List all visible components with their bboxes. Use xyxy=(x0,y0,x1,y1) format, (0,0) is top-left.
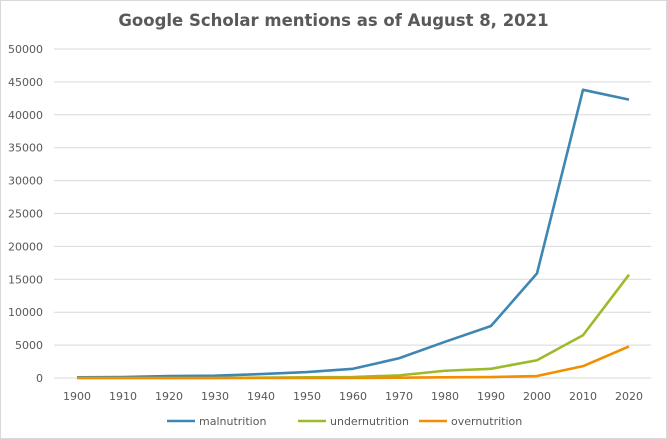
y-tick-label: 35000 xyxy=(8,142,43,155)
x-tick-label: 1920 xyxy=(155,390,183,403)
y-tick-label: 10000 xyxy=(8,306,43,319)
y-tick-label: 50000 xyxy=(8,43,43,56)
legend-label-undernutrition: undernutrition xyxy=(330,415,409,428)
x-tick-label: 1900 xyxy=(63,390,91,403)
x-tick-label: 1950 xyxy=(293,390,321,403)
x-tick-label: 1910 xyxy=(109,390,137,403)
legend-label-overnutrition: overnutrition xyxy=(451,415,522,428)
series-line-malnutrition xyxy=(76,88,630,379)
x-tick-label: 1960 xyxy=(339,390,367,403)
legend-label-malnutrition: malnutrition xyxy=(199,415,266,428)
y-tick-label: 30000 xyxy=(8,175,43,188)
x-tick-label: 1980 xyxy=(431,390,459,403)
x-tick-label: 1930 xyxy=(201,390,229,403)
y-tick-label: 0 xyxy=(36,372,43,385)
x-tick-label: 2010 xyxy=(569,390,597,403)
y-tick-label: 20000 xyxy=(8,240,43,253)
chart-title: Google Scholar mentions as of August 8, … xyxy=(118,11,549,30)
series-line-overnutrition xyxy=(77,345,630,380)
y-tick-label: 15000 xyxy=(8,273,43,286)
x-tick-label: 2020 xyxy=(615,390,643,403)
x-tick-label: 1940 xyxy=(247,390,275,403)
x-tick-label: 1970 xyxy=(385,390,413,403)
series-line-undernutrition xyxy=(77,273,631,380)
x-tick-label: 2000 xyxy=(523,390,551,403)
y-tick-label: 40000 xyxy=(8,109,43,122)
y-tick-label: 5000 xyxy=(15,339,43,352)
x-tick-label: 1990 xyxy=(477,390,505,403)
y-tick-label: 45000 xyxy=(8,76,43,89)
y-tick-label: 25000 xyxy=(8,208,43,221)
